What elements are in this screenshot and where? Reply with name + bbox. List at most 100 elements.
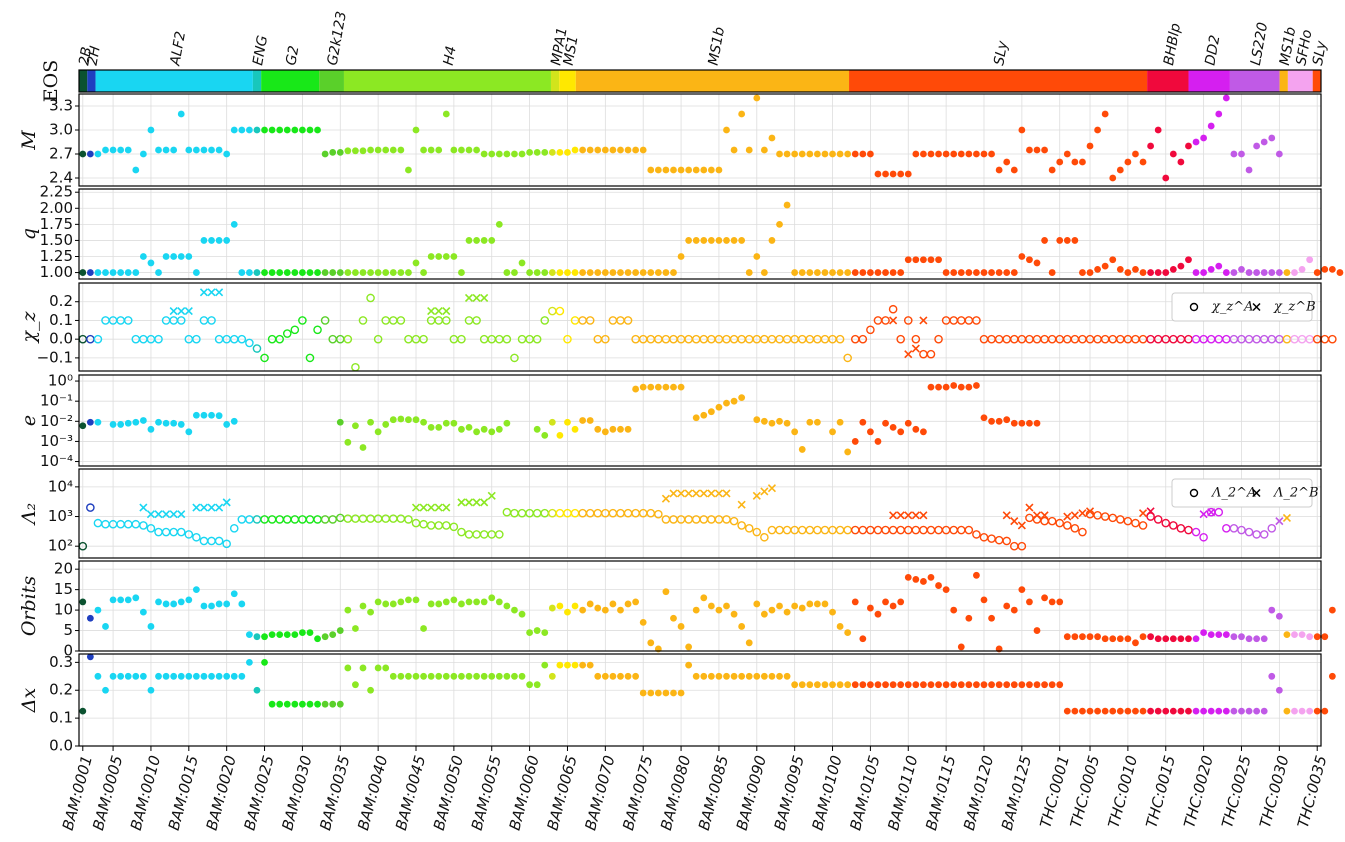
data-point bbox=[829, 681, 836, 689]
data-point bbox=[412, 259, 420, 267]
data-point bbox=[374, 428, 382, 436]
data-point bbox=[147, 425, 155, 433]
data-point bbox=[359, 664, 367, 672]
data-point bbox=[222, 498, 231, 507]
data-point bbox=[1086, 269, 1094, 276]
data-point bbox=[93, 334, 103, 344]
data-point bbox=[715, 606, 723, 614]
legend-label: Λ_2^B bbox=[1273, 486, 1319, 501]
data-point bbox=[488, 594, 496, 602]
eos-axis-label: EOS bbox=[40, 60, 62, 102]
eos-segment bbox=[261, 70, 320, 92]
data-point bbox=[170, 253, 178, 260]
data-point bbox=[700, 166, 708, 174]
data-point bbox=[1260, 138, 1268, 146]
series-χ_z^A bbox=[78, 293, 1337, 372]
data-point bbox=[1192, 707, 1200, 715]
data-point bbox=[950, 606, 958, 614]
data-point bbox=[405, 672, 412, 680]
data-point bbox=[903, 316, 913, 325]
data-point bbox=[139, 608, 147, 616]
data-point bbox=[382, 600, 390, 608]
data-point bbox=[1298, 707, 1306, 715]
data-point bbox=[344, 438, 352, 446]
data-point bbox=[511, 672, 518, 680]
data-point bbox=[927, 150, 935, 158]
data-point bbox=[820, 525, 830, 535]
data-point bbox=[760, 269, 768, 276]
data-point bbox=[442, 672, 450, 680]
data-point bbox=[798, 150, 806, 158]
data-point bbox=[821, 681, 829, 689]
data-point bbox=[1108, 513, 1118, 523]
data-point bbox=[836, 150, 844, 158]
data-point bbox=[579, 269, 587, 276]
data-point bbox=[86, 150, 94, 158]
data-point bbox=[843, 525, 852, 535]
data-point bbox=[692, 414, 700, 422]
y-axis-label: e bbox=[18, 415, 40, 426]
data-point bbox=[405, 596, 412, 604]
data-point bbox=[253, 633, 261, 641]
data-point bbox=[911, 511, 920, 520]
data-point bbox=[760, 610, 768, 618]
data-point bbox=[314, 126, 321, 134]
eos-segment bbox=[1188, 70, 1230, 92]
data-point bbox=[1079, 633, 1086, 641]
data-point bbox=[1071, 633, 1079, 641]
data-point bbox=[980, 414, 988, 422]
data-point bbox=[102, 146, 109, 154]
data-point bbox=[223, 600, 231, 608]
data-point bbox=[396, 514, 406, 523]
data-point bbox=[753, 600, 761, 608]
data-point bbox=[1253, 142, 1261, 150]
data-point bbox=[495, 425, 503, 433]
data-point bbox=[162, 510, 171, 519]
data-point bbox=[768, 134, 776, 142]
data-point bbox=[677, 689, 685, 697]
data-point bbox=[654, 383, 662, 391]
data-point bbox=[215, 288, 224, 297]
data-point bbox=[1268, 606, 1276, 614]
data-point bbox=[988, 681, 995, 689]
data-point bbox=[1177, 262, 1185, 270]
data-point bbox=[170, 146, 178, 154]
data-point bbox=[1275, 517, 1284, 526]
data-point bbox=[352, 625, 359, 632]
data-point bbox=[631, 508, 640, 518]
data-point bbox=[874, 610, 882, 618]
data-point bbox=[1185, 142, 1192, 150]
data-point bbox=[957, 150, 965, 158]
data-point bbox=[601, 269, 609, 276]
data-point bbox=[1298, 631, 1306, 639]
x-tick-label: BAM:0075 bbox=[619, 754, 656, 833]
data-point bbox=[139, 417, 147, 424]
data-point bbox=[473, 428, 480, 436]
data-point bbox=[791, 269, 799, 276]
data-point bbox=[1328, 265, 1336, 273]
data-point bbox=[343, 514, 353, 523]
data-point bbox=[935, 681, 942, 689]
data-point bbox=[859, 681, 867, 689]
data-point bbox=[889, 316, 898, 325]
data-point bbox=[715, 403, 723, 411]
data-point bbox=[283, 126, 291, 134]
data-point bbox=[791, 681, 799, 689]
data-point bbox=[1328, 672, 1336, 680]
data-point bbox=[86, 503, 95, 512]
y-tick-label: 15 bbox=[54, 580, 73, 598]
data-point bbox=[344, 606, 352, 614]
data-point bbox=[533, 681, 541, 689]
data-point bbox=[1124, 707, 1132, 715]
eos-label: H4 bbox=[441, 45, 460, 67]
data-point bbox=[882, 269, 889, 276]
data-point bbox=[609, 146, 617, 154]
data-point bbox=[214, 536, 224, 546]
data-point bbox=[1199, 510, 1208, 519]
data-point bbox=[1026, 419, 1033, 427]
y-tick-label: 0.2 bbox=[49, 292, 73, 310]
data-point bbox=[776, 602, 783, 610]
x-tick-label: THC:0010 bbox=[1105, 754, 1142, 830]
data-point bbox=[1244, 527, 1254, 537]
data-point bbox=[844, 448, 852, 456]
